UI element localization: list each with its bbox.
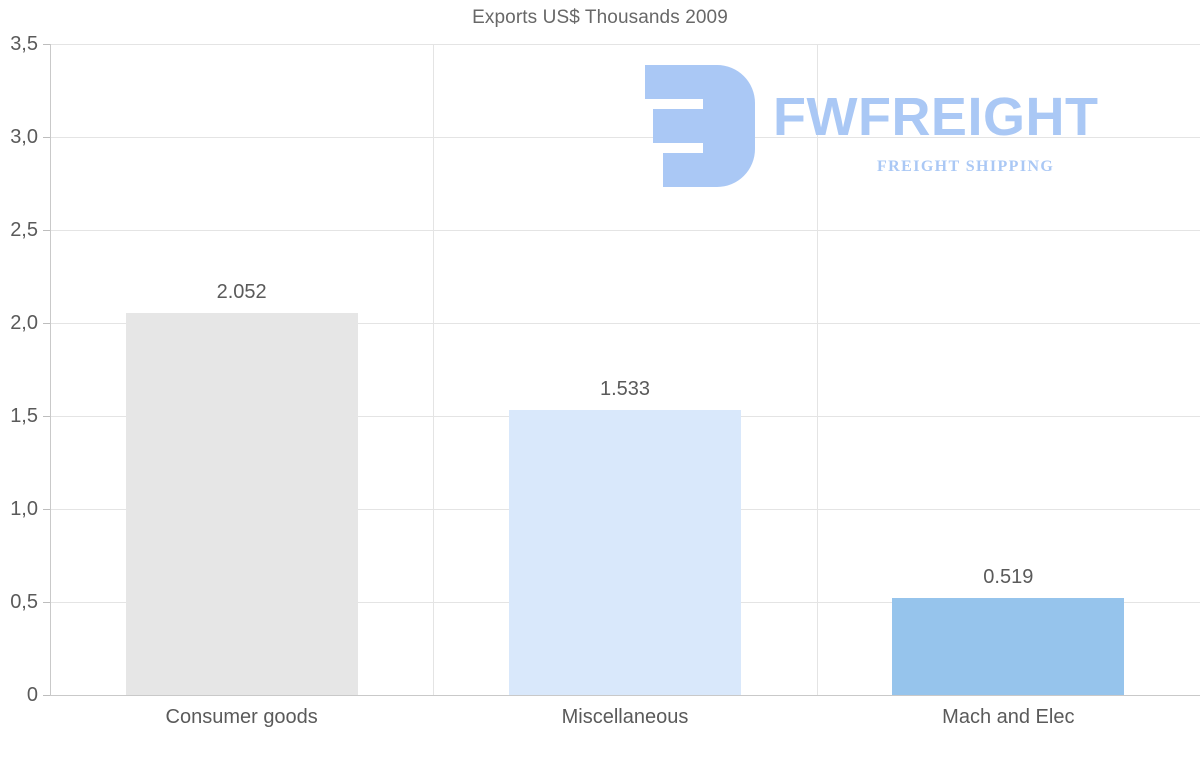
x-axis-line xyxy=(50,695,1200,696)
gridline-horizontal xyxy=(50,44,1200,45)
y-axis-tick xyxy=(43,695,51,696)
bar-consumer-goods[interactable] xyxy=(125,313,358,695)
y-axis-tick-label: 3,0 xyxy=(10,126,38,148)
y-axis-tick xyxy=(43,137,51,138)
y-axis-tick xyxy=(43,416,51,417)
y-axis-tick xyxy=(43,323,51,324)
gridline-vertical xyxy=(816,44,818,695)
y-axis-tick xyxy=(43,44,51,45)
x-axis-category-label: Consumer goods xyxy=(165,706,318,728)
y-axis-tick-label: 0,5 xyxy=(10,591,38,613)
gridline-horizontal xyxy=(50,137,1200,138)
bar-value-label: 2.052 xyxy=(216,281,267,304)
bar-miscellaneous[interactable] xyxy=(509,409,741,695)
y-axis-tick-label: 0 xyxy=(26,684,38,706)
y-axis-tick-label: 3,5 xyxy=(10,33,38,55)
y-axis-tick-label: 1,0 xyxy=(10,498,38,520)
y-axis-tick-label: 1,5 xyxy=(10,405,38,427)
bar-value-label: 0.519 xyxy=(983,566,1034,589)
gridline-vertical xyxy=(433,44,435,695)
y-axis-tick xyxy=(43,602,51,603)
bar-value-label: 1.533 xyxy=(599,377,651,400)
x-axis-category-label: Miscellaneous xyxy=(561,706,689,728)
x-axis-category-label: Mach and Elec xyxy=(942,706,1075,728)
y-axis-tick-label: 2,0 xyxy=(10,312,38,334)
y-axis-line xyxy=(50,44,51,696)
bar-mach-and-elec[interactable] xyxy=(892,598,1125,695)
y-axis-tick xyxy=(43,230,51,231)
gridline-horizontal xyxy=(50,323,1200,324)
y-axis-tick-label: 2,5 xyxy=(10,219,38,241)
y-axis-tick xyxy=(43,509,51,510)
chart-title: Exports US$ Thousands 2009 xyxy=(472,7,728,28)
gridline-horizontal xyxy=(50,230,1200,231)
